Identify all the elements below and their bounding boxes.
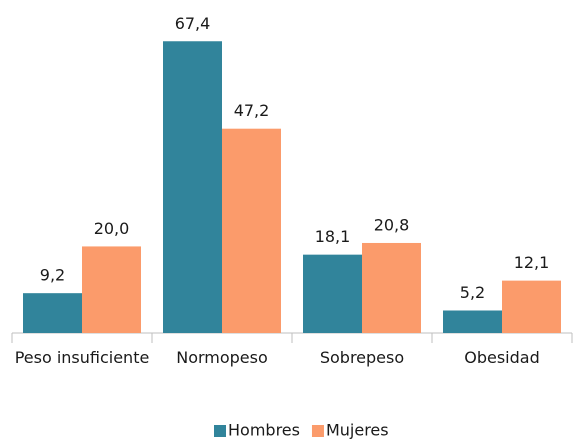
data-label: 9,2	[40, 266, 65, 285]
data-label: 67,4	[175, 14, 211, 33]
x-tick-label: Normopeso	[176, 348, 268, 367]
data-label: 18,1	[315, 227, 351, 246]
data-label: 20,0	[94, 219, 130, 238]
bar	[443, 310, 502, 333]
legend-label: Mujeres	[326, 421, 389, 440]
bar	[303, 254, 362, 333]
data-label: 47,2	[234, 101, 270, 120]
data-label: 20,8	[374, 215, 410, 234]
bar	[362, 242, 421, 333]
x-tick-label: Obesidad	[464, 348, 540, 367]
legend-swatch	[214, 425, 226, 437]
x-tick-label: Peso insuficiente	[14, 348, 150, 367]
x-tick-label: Sobrepeso	[319, 348, 405, 367]
data-label: 5,2	[460, 283, 485, 302]
bar	[222, 128, 281, 333]
bar	[82, 246, 141, 333]
legend-label: Hombres	[228, 421, 300, 440]
bar	[502, 280, 561, 333]
bar	[23, 293, 82, 333]
data-label: 12,1	[514, 253, 550, 272]
legend-swatch	[311, 425, 324, 437]
bar	[163, 41, 222, 334]
